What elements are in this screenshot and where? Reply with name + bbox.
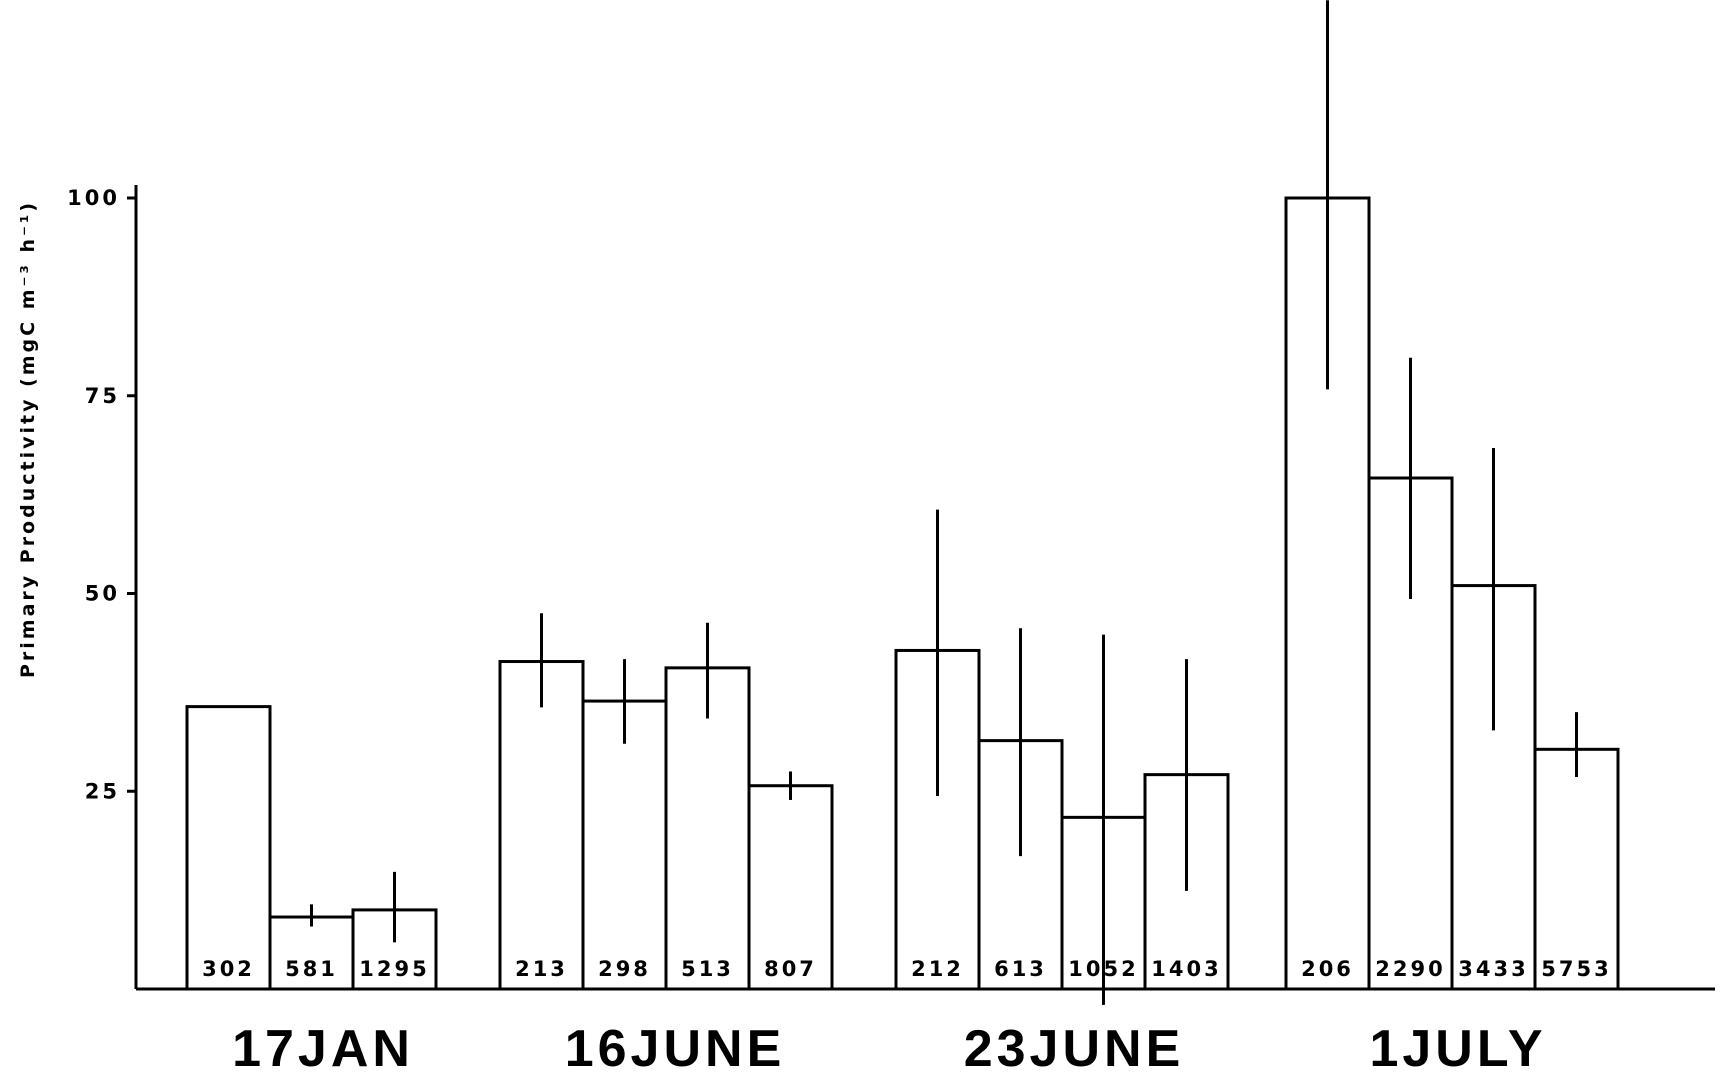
group-label: 23JUNE bbox=[964, 1020, 1185, 1076]
group-label: 17JAN bbox=[232, 1020, 414, 1076]
bar bbox=[664, 666, 751, 991]
y-axis-label: Primary Productivity (mgC m⁻³ h⁻¹) bbox=[17, 200, 39, 678]
bars bbox=[185, 0, 1620, 1005]
bar-label: 2290 bbox=[1375, 957, 1445, 981]
group-label: 16JUNE bbox=[565, 1020, 786, 1076]
bar-label: 206 bbox=[1301, 957, 1354, 981]
bar-label: 613 bbox=[994, 957, 1047, 981]
bar-label: 1403 bbox=[1151, 957, 1221, 981]
bar-label: 5753 bbox=[1541, 957, 1611, 981]
bar bbox=[1533, 747, 1620, 991]
y-tick-label: 25 bbox=[85, 779, 120, 803]
bar bbox=[498, 660, 585, 991]
bar-label: 213 bbox=[515, 957, 568, 981]
bar-label: 807 bbox=[764, 957, 817, 981]
y-tick-label: 50 bbox=[85, 582, 120, 606]
y-tick-label: 75 bbox=[85, 384, 120, 408]
bar bbox=[581, 699, 668, 991]
group-label: 1JULY bbox=[1369, 1020, 1546, 1076]
bar-label: 3433 bbox=[1458, 957, 1528, 981]
bar-label: 212 bbox=[911, 957, 964, 981]
bar-label: 298 bbox=[598, 957, 651, 981]
bar-label: 1052 bbox=[1068, 957, 1138, 981]
labels: 302 581 1295 17JAN 213 298 513 807 16JUNE 212 613 1… bbox=[202, 957, 1611, 1076]
bar-label: 513 bbox=[681, 957, 734, 981]
y-tick-label: 100 bbox=[67, 186, 120, 210]
bar-label: 302 bbox=[202, 957, 255, 981]
bar-label: 1295 bbox=[359, 957, 429, 981]
bar bbox=[747, 784, 834, 991]
bar-label: 581 bbox=[285, 957, 338, 981]
bar bbox=[185, 705, 272, 991]
